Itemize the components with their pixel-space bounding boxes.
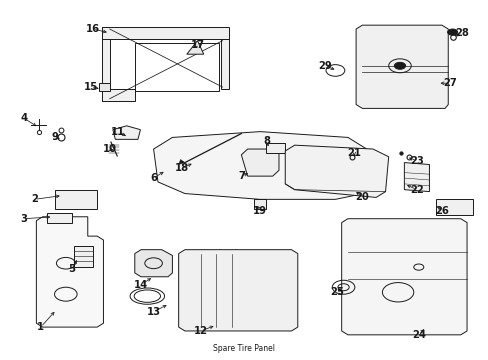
Text: Spare Tire Panel: Spare Tire Panel — [213, 344, 275, 353]
Polygon shape — [102, 27, 228, 39]
Text: 10: 10 — [102, 144, 117, 154]
Text: 22: 22 — [409, 185, 423, 195]
Text: 1: 1 — [37, 322, 44, 332]
Polygon shape — [36, 217, 103, 327]
Text: 20: 20 — [355, 192, 368, 202]
Text: 23: 23 — [409, 156, 423, 166]
Polygon shape — [220, 39, 228, 89]
Text: 3: 3 — [20, 214, 27, 224]
Polygon shape — [55, 190, 97, 209]
Text: 21: 21 — [346, 148, 361, 158]
Text: 8: 8 — [263, 136, 269, 146]
Text: 4: 4 — [20, 113, 27, 123]
Text: 13: 13 — [146, 307, 160, 316]
Polygon shape — [178, 159, 184, 165]
Circle shape — [447, 29, 457, 35]
Text: 6: 6 — [150, 173, 157, 183]
Polygon shape — [186, 41, 203, 54]
Text: 28: 28 — [455, 28, 468, 38]
Text: 11: 11 — [110, 127, 125, 136]
Text: 16: 16 — [85, 24, 100, 34]
Text: 17: 17 — [190, 40, 204, 50]
Text: 14: 14 — [134, 279, 148, 289]
Polygon shape — [153, 132, 372, 199]
Polygon shape — [241, 149, 279, 176]
Text: 9: 9 — [52, 132, 59, 143]
Text: 7: 7 — [238, 171, 244, 181]
Polygon shape — [74, 246, 93, 267]
Text: 18: 18 — [174, 163, 188, 174]
Text: 15: 15 — [83, 82, 98, 92]
Text: 12: 12 — [193, 326, 207, 336]
Polygon shape — [47, 213, 72, 222]
Polygon shape — [178, 250, 297, 331]
Polygon shape — [135, 250, 172, 277]
Polygon shape — [113, 126, 140, 139]
Text: 25: 25 — [330, 287, 344, 297]
Polygon shape — [266, 143, 285, 153]
Polygon shape — [404, 163, 428, 192]
Polygon shape — [341, 219, 466, 335]
Polygon shape — [253, 199, 266, 209]
Polygon shape — [102, 27, 109, 101]
Text: 27: 27 — [442, 78, 456, 88]
Circle shape — [393, 62, 405, 69]
Polygon shape — [99, 83, 109, 91]
Polygon shape — [102, 89, 135, 101]
Text: 26: 26 — [434, 206, 448, 216]
Text: 24: 24 — [411, 330, 425, 340]
Polygon shape — [435, 199, 472, 215]
Text: 19: 19 — [253, 206, 266, 216]
Polygon shape — [355, 25, 447, 108]
Text: 5: 5 — [68, 264, 76, 274]
Text: 29: 29 — [317, 61, 331, 71]
Polygon shape — [285, 145, 388, 197]
Text: 2: 2 — [31, 194, 38, 204]
